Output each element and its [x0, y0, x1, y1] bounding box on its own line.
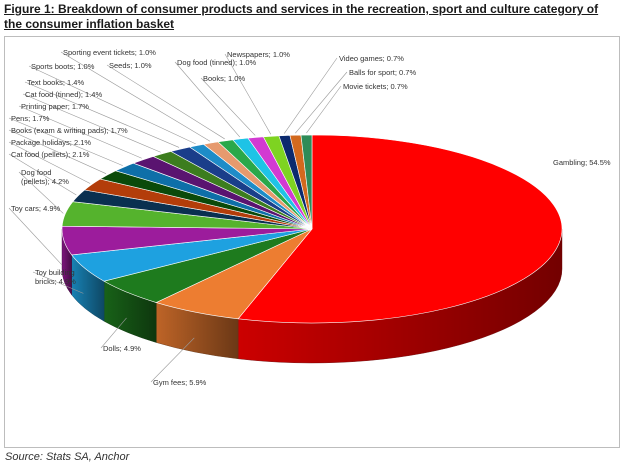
- slice-labels: Gambling; 54.5% Gym fees; 5.9% Dolls; 4.9%…: [11, 48, 611, 387]
- slice-label-sports-boots: Sports boots; 1.0%: [31, 62, 95, 71]
- leader-package-holidays: [8, 141, 91, 184]
- leader-dog-food-pellets: [18, 171, 64, 214]
- label-leaders: [8, 51, 348, 383]
- leader-seeds: [106, 64, 225, 140]
- slice-label-text-books: Text books; 1.4%: [27, 78, 84, 87]
- slice-label-pens: Pens; 1.7%: [11, 114, 50, 123]
- leader-newspapers: [224, 53, 272, 135]
- leader-toy-cars: [8, 207, 63, 266]
- leader-books: [200, 77, 256, 136]
- pie-tops: [61, 134, 563, 324]
- slice-label-video-games: Video games; 0.7%: [339, 54, 404, 63]
- leader-dolls: [100, 317, 127, 349]
- leader-books-exam-writing-pads: [8, 129, 107, 174]
- slice-label-newspapers: Newspapers; 1.0%: [227, 50, 290, 59]
- slice-label-movie-tickets: Movie tickets; 0.7%: [343, 82, 408, 91]
- leader-toy-building-bricks: [32, 271, 84, 294]
- leader-dog-food-tinned: [174, 61, 241, 138]
- figure-source: Source: Stats SA, Anchor: [5, 451, 130, 463]
- leader-gym-fees: [150, 337, 195, 383]
- slice-label-cat-food-pellets: Cat food (pellets); 2.1%: [11, 150, 90, 159]
- slice-label-printing-paper: Printing paper; 1.7%: [21, 102, 89, 111]
- pie-chart: Gambling; 54.5% Gym fees; 5.9% Dolls; 4.9%…: [8, 48, 611, 387]
- slice-label-books-exam-writing-pads: Books (exam & writing pads); 1.7%: [11, 126, 128, 135]
- leader-cat-food-tinned: [22, 93, 161, 153]
- slice-label-toy-building-bricks: Toy building bricks; 4.9%: [35, 268, 76, 286]
- figure-title: Figure 1: Breakdown of consumer products…: [4, 2, 599, 31]
- leader-pens: [8, 117, 123, 166]
- slice-label-books: Books; 1.0%: [203, 74, 245, 83]
- leader-sporting-event-tickets: [60, 51, 211, 142]
- leader-balls-for-sport: [295, 71, 348, 134]
- pie-sides: [61, 228, 563, 364]
- pie-slice-gambling: [237, 134, 563, 324]
- chart-frame: Gambling; 54.5% Gym fees; 5.9% Dolls; 4.9%…: [4, 36, 620, 448]
- slice-label-seeds: Seeds; 1.0%: [109, 61, 152, 70]
- slice-label-sporting-event-tickets: Sporting event tickets; 1.0%: [63, 48, 156, 57]
- slice-label-toy-cars: Toy cars; 4.9%: [11, 204, 61, 213]
- leader-sports-boots: [28, 65, 196, 145]
- slice-label-package-holidays: Package holidays; 2.1%: [11, 138, 91, 147]
- slice-label-gambling: Gambling; 54.5%: [553, 158, 611, 167]
- pie-slice-movie-tickets: [300, 134, 313, 230]
- leader-cat-food-pellets: [8, 153, 77, 196]
- slice-label-cat-food-tinned: Cat food (tinned); 1.4%: [25, 90, 102, 99]
- slice-label-dog-food-pellets: Dog food (pellets); 4.2%: [21, 168, 69, 186]
- leader-movie-tickets: [306, 85, 342, 134]
- slice-label-dolls: Dolls; 4.9%: [103, 344, 141, 353]
- leader-video-games: [283, 57, 338, 134]
- leader-text-books: [24, 81, 180, 148]
- slice-label-balls-for-sport: Balls for sport; 0.7%: [349, 68, 416, 77]
- slice-label-gym-fees: Gym fees; 5.9%: [153, 378, 207, 387]
- slice-label-dog-food-tinned: Dog food (tinned); 1.0%: [177, 58, 257, 67]
- leader-printing-paper: [18, 105, 142, 159]
